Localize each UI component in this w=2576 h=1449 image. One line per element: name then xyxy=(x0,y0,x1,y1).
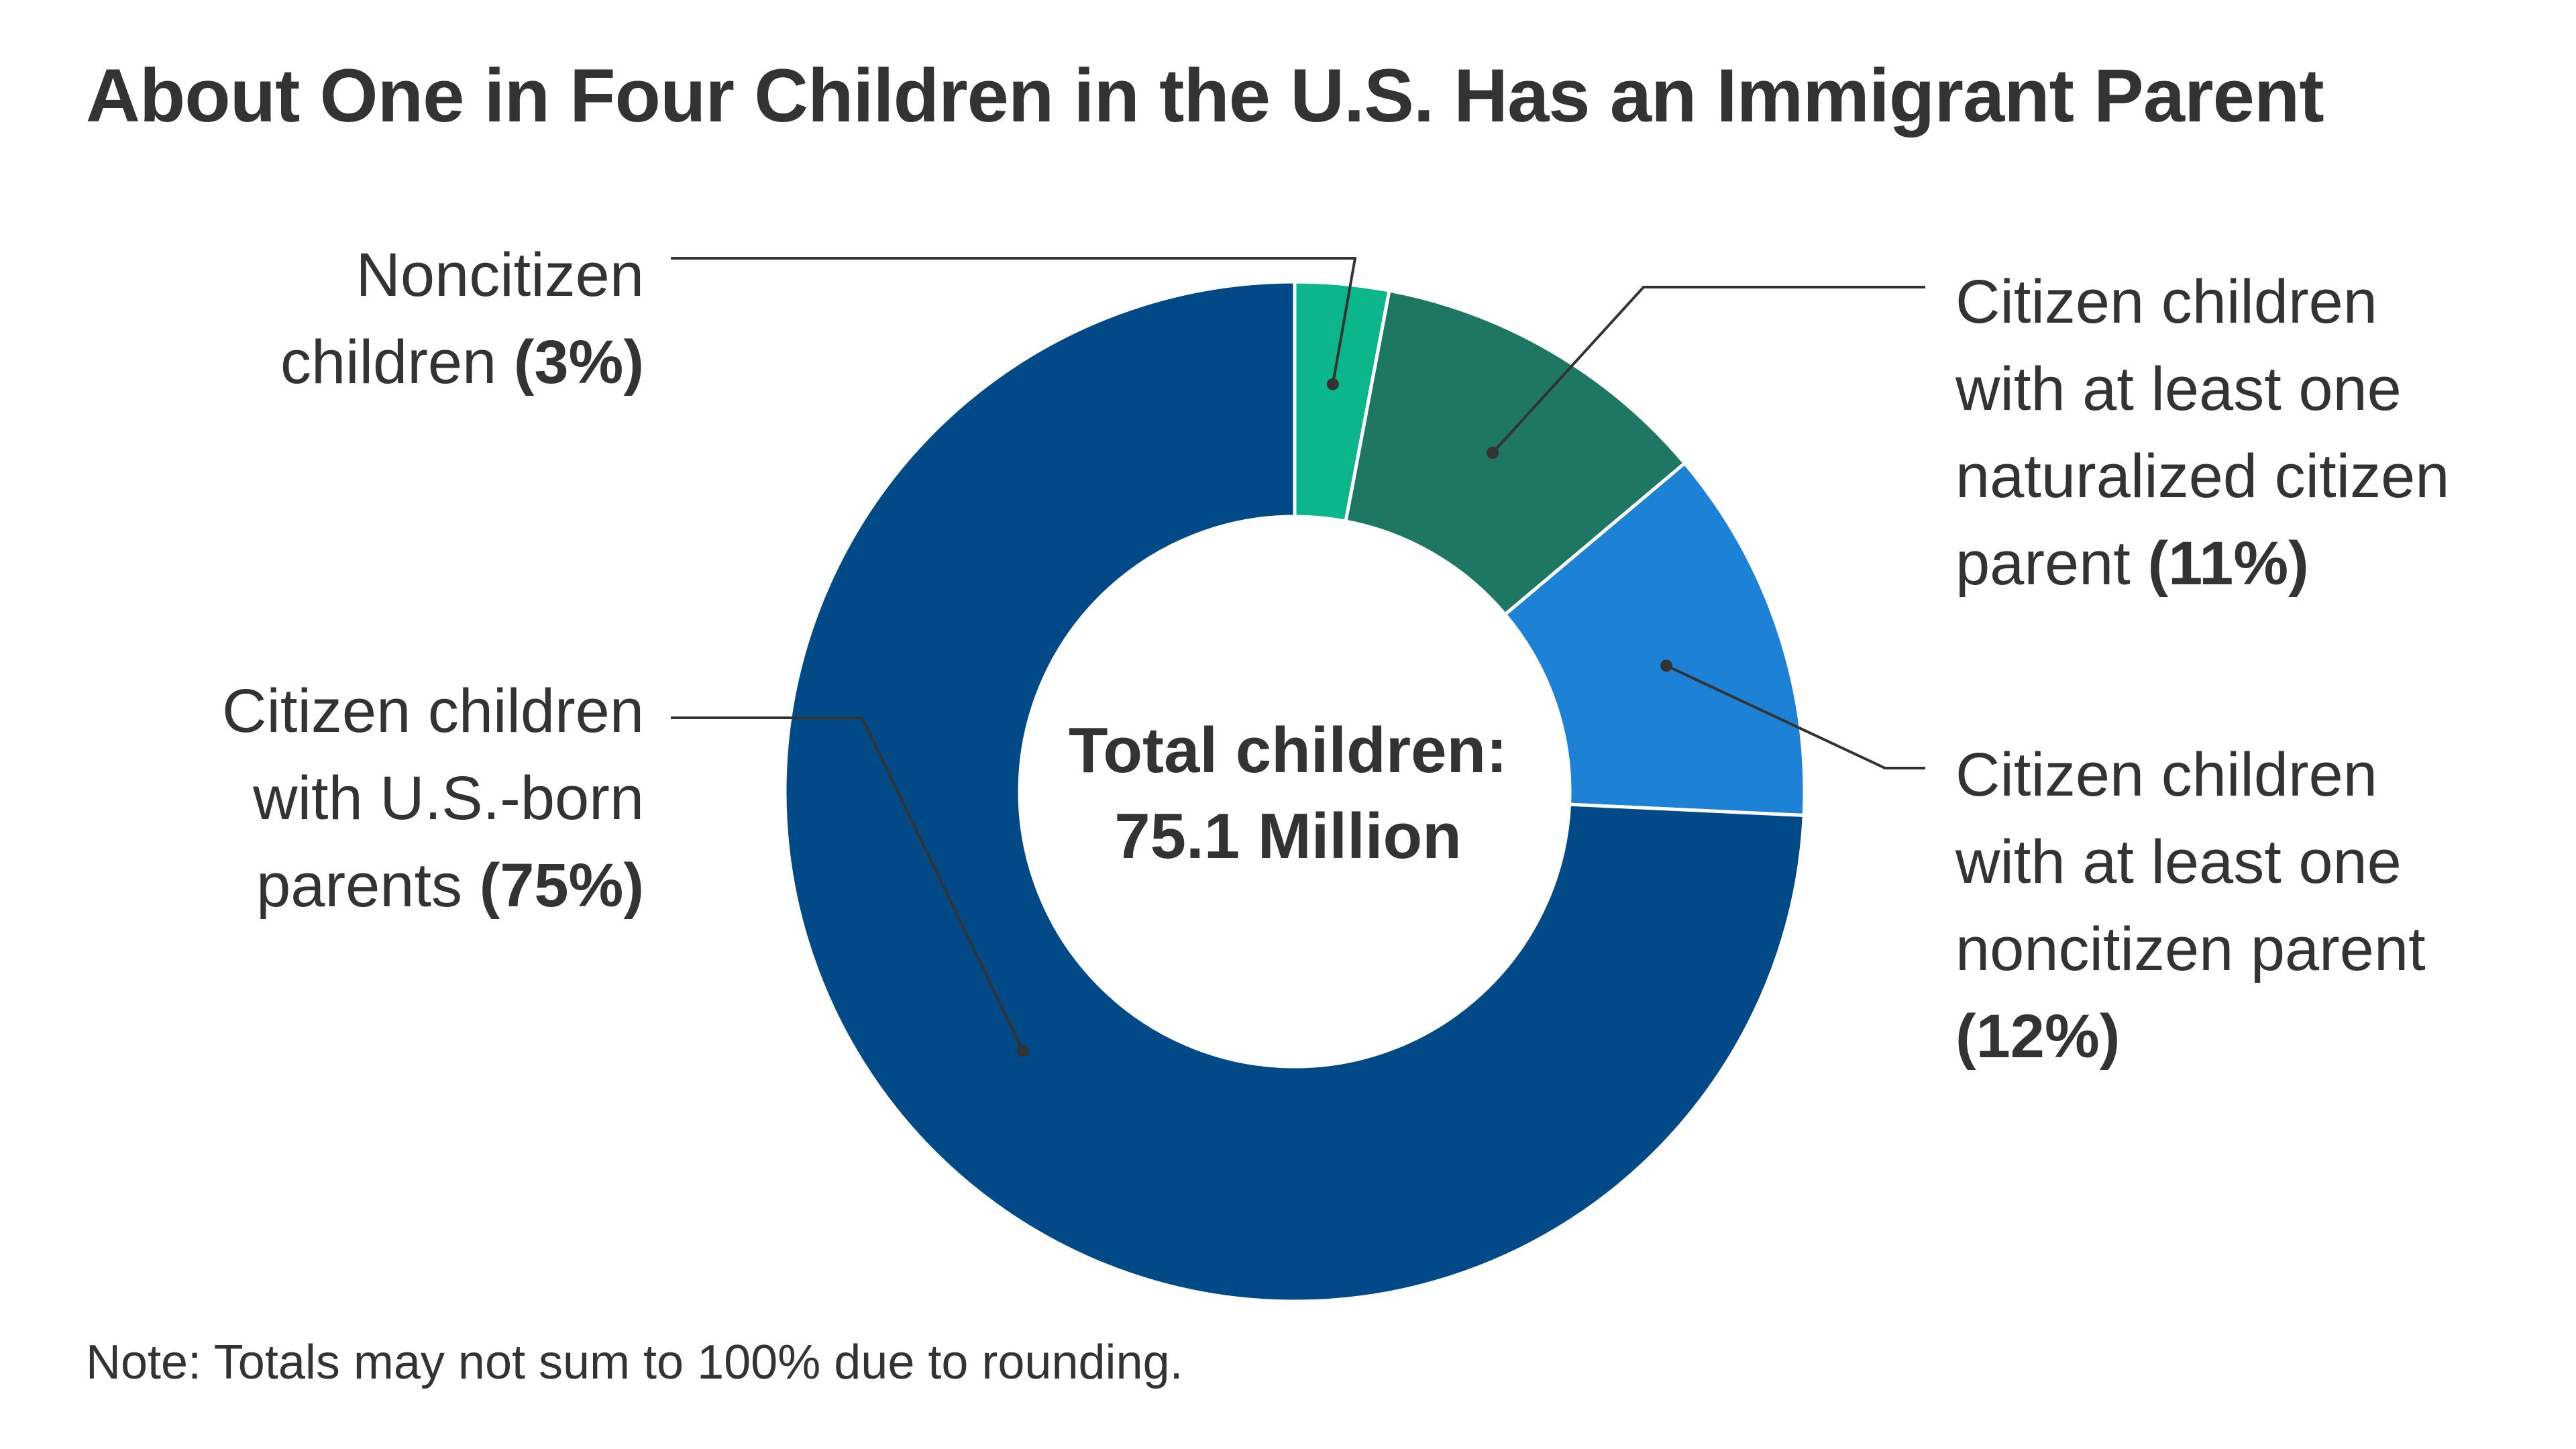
label-line: Citizen children xyxy=(222,677,644,745)
slice-label-noncitizen-children: Noncitizen children (3%) xyxy=(134,231,644,406)
label-line: Citizen children xyxy=(1955,268,2377,336)
slice-percent: (75%) xyxy=(479,851,644,920)
center-label-line2: 75.1 Million xyxy=(1114,800,1462,872)
center-label: Total children: 75.1 Million xyxy=(966,708,1610,879)
slice-label-us-born-parents: Citizen children with U.S.-born parents … xyxy=(134,667,644,929)
slice-percent: (3%) xyxy=(513,328,644,396)
center-label-line1: Total children: xyxy=(1068,714,1508,786)
leader-dot-us-born-parents xyxy=(1016,1044,1029,1057)
chart-title: About One in Four Children in the U.S. H… xyxy=(86,54,2324,138)
leader-dot-noncitizen-children xyxy=(1326,378,1339,390)
label-line: noncitizen parent xyxy=(1955,915,2426,983)
label-line: with U.S.-born xyxy=(253,764,644,833)
label-line: Noncitizen xyxy=(356,241,644,309)
leader-dot-naturalized-parent xyxy=(1487,446,1499,459)
chart-note: Note: Totals may not sum to 100% due to … xyxy=(86,1336,1183,1389)
label-line: Citizen children xyxy=(1955,741,2377,809)
slice-us-born-parents xyxy=(783,280,1806,1303)
slice-percent: (11%) xyxy=(2147,529,2309,598)
label-line: parent (11%) xyxy=(1955,529,2309,598)
leader-line-naturalized-parent xyxy=(1491,286,1925,454)
leader-line-noncitizen-parent xyxy=(1666,664,1925,769)
slice-noncitizen-parent xyxy=(1503,460,1807,818)
label-line: children (3%) xyxy=(280,328,644,396)
label-line: naturalized citizen xyxy=(1955,442,2450,511)
slices-group xyxy=(783,280,1807,1303)
leader-dot-noncitizen-parent xyxy=(1660,659,1673,672)
leader-line-noncitizen-children xyxy=(671,257,1357,385)
label-line: with at least one xyxy=(1955,355,2402,423)
leader-line-us-born-parents xyxy=(671,716,1024,1052)
slice-label-naturalized-parent: Citizen children with at least one natur… xyxy=(1955,258,2546,607)
label-line: with at least one xyxy=(1955,828,2402,896)
slice-label-noncitizen-parent: Citizen children with at least one nonci… xyxy=(1955,731,2546,1080)
label-line: parents (75%) xyxy=(256,851,644,920)
slice-percent: (12%) xyxy=(1955,1002,2121,1071)
leader-lines xyxy=(671,257,1925,1057)
